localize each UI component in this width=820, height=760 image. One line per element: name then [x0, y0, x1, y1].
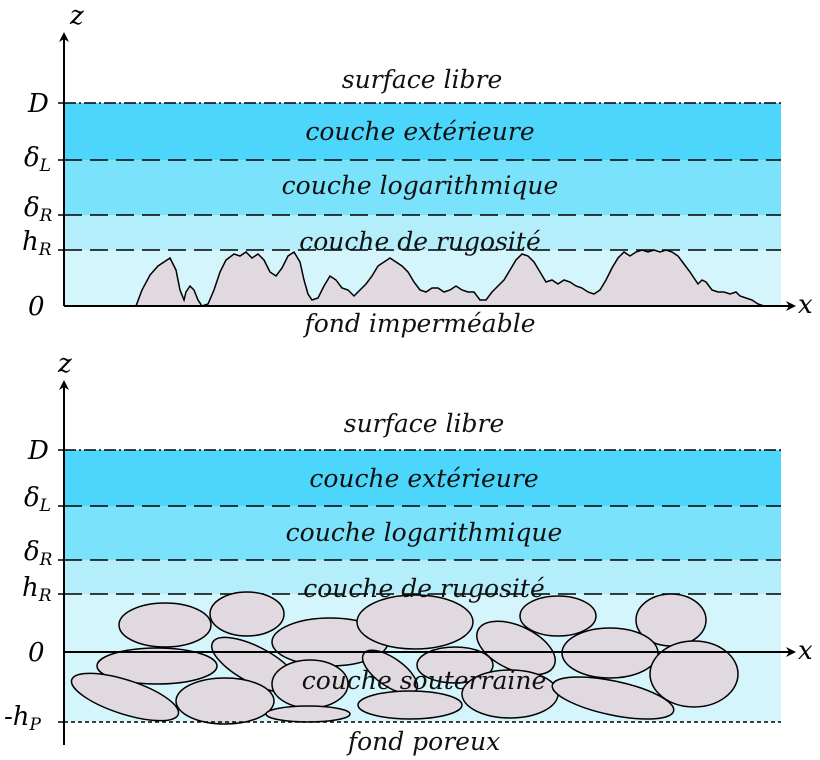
particle	[519, 595, 597, 637]
particle	[96, 647, 218, 685]
bottom-tick-label-deltaL: δL	[24, 483, 51, 516]
bottom-z-axis-label: z	[57, 349, 72, 379]
top-tick-label-deltaL: δL	[24, 143, 51, 176]
bottom-roughness-layer-band	[64, 560, 781, 594]
particle	[118, 602, 212, 648]
bottom-tick-label-D: D	[27, 436, 49, 466]
top-tick-label-deltaR: δR	[24, 193, 53, 226]
particle	[175, 677, 275, 725]
particle	[209, 591, 285, 637]
particle	[265, 705, 351, 723]
bottom-roughness-layer-label: couche de rugosité	[303, 574, 545, 603]
bottom-x-axis-label: x	[798, 636, 813, 666]
bottom-subsurface-layer-label: couche souterraine	[302, 666, 547, 695]
top-outer-layer-label: couche extérieure	[305, 117, 534, 146]
particle	[357, 690, 463, 720]
top-log-layer-band	[64, 160, 781, 215]
particle	[70, 672, 180, 722]
top-z-axis-label: z	[69, 1, 84, 31]
top-panel: z x D δL δR hR 0 surface libre couche ex…	[22, 1, 813, 338]
bottom-tick-label-zero: 0	[28, 638, 45, 668]
particle	[551, 676, 675, 720]
top-log-layer-label: couche logarithmique	[282, 171, 559, 200]
bottom-tick-label-deltaR: δR	[24, 537, 53, 570]
top-tick-label-hR: hR	[22, 227, 52, 260]
particle	[649, 640, 739, 708]
top-rough-bed-profile	[134, 249, 765, 307]
top-free-surface-label: surface libre	[342, 65, 503, 94]
bottom-outer-layer-label: couche extérieure	[309, 464, 538, 493]
bottom-outer-layer-band	[64, 450, 781, 506]
top-outer-layer-band	[64, 103, 781, 160]
particle	[476, 620, 556, 676]
bottom-free-surface-label: surface libre	[344, 409, 505, 438]
bottom-log-layer-band	[64, 506, 781, 560]
bottom-panel: z x D δL δR hR 0 -hP surface libre couch…	[4, 349, 813, 756]
top-roughness-layer-label: couche de rugosité	[299, 227, 541, 256]
particle	[356, 594, 474, 650]
bottom-bottom-label: fond poreux	[346, 727, 500, 756]
bottom-log-layer-label: couche logarithmique	[286, 518, 563, 547]
bottom-tick-label-hR: hR	[22, 573, 52, 606]
top-tick-label-zero: 0	[28, 292, 45, 322]
top-x-axis-label: x	[798, 290, 813, 320]
bottom-tick-label-hP: -hP	[4, 702, 42, 735]
top-roughness-layer-band	[64, 215, 781, 250]
top-tick-label-D: D	[27, 89, 49, 119]
top-bottom-label: fond imperméable	[302, 309, 535, 338]
particle	[416, 646, 494, 684]
sediment-particles	[70, 591, 739, 725]
